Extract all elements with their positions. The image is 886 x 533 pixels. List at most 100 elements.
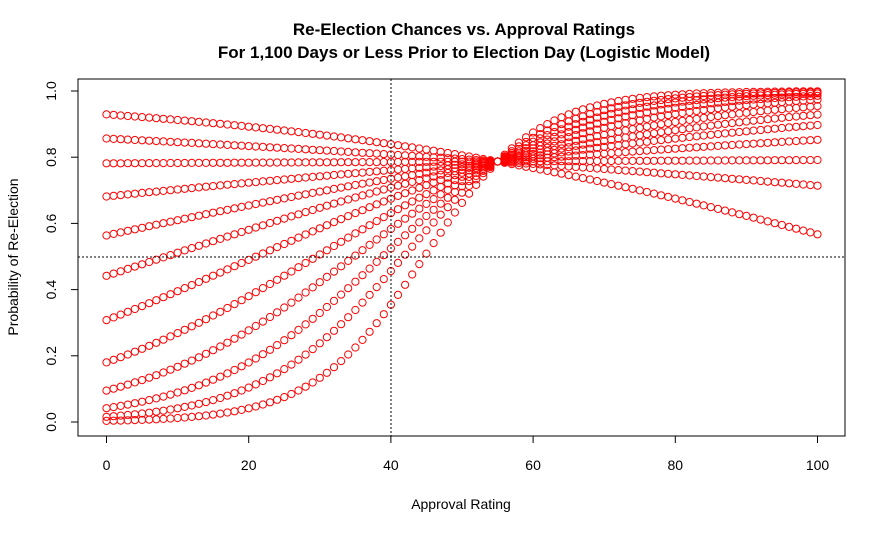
- data-point: [372, 200, 381, 209]
- data-point: [393, 165, 403, 174]
- data-point: [237, 158, 246, 167]
- data-point: [294, 128, 303, 137]
- data-point: [657, 169, 666, 178]
- data-point: [721, 111, 730, 120]
- data-point: [322, 186, 331, 195]
- data-point: [692, 123, 701, 132]
- data-point: [308, 254, 317, 263]
- data-point: [351, 193, 360, 202]
- data-point: [315, 308, 324, 318]
- data-point: [294, 386, 303, 395]
- data-point: [642, 122, 652, 131]
- data-point: [102, 412, 111, 421]
- data-point: [628, 125, 637, 134]
- data-point: [237, 141, 246, 150]
- data-point: [223, 140, 232, 149]
- data-point: [770, 124, 779, 133]
- data-point: [216, 307, 225, 316]
- data-point: [166, 158, 175, 168]
- data-point: [258, 284, 267, 293]
- data-points: [102, 87, 822, 425]
- data-point: [799, 226, 808, 235]
- data-point: [358, 168, 367, 177]
- data-point: [159, 114, 168, 123]
- data-point: [721, 156, 730, 165]
- data-point: [216, 409, 225, 418]
- data-point: [194, 381, 203, 390]
- data-point: [358, 191, 367, 200]
- data-point: [329, 199, 339, 208]
- data-point: [664, 99, 673, 108]
- data-point: [152, 415, 161, 424]
- data-point: [713, 204, 723, 213]
- data-point: [287, 267, 296, 276]
- data-point: [678, 144, 687, 153]
- data-point: [187, 401, 196, 410]
- data-point: [173, 287, 182, 296]
- data-point: [258, 177, 267, 186]
- data-point: [429, 178, 438, 187]
- data-point: [258, 198, 267, 207]
- data-point: [180, 325, 189, 334]
- data-point: [344, 284, 353, 293]
- data-point: [173, 138, 182, 147]
- data-point: [102, 416, 111, 425]
- data-point: [201, 349, 211, 358]
- data-point: [315, 250, 324, 259]
- data-point: [265, 373, 275, 382]
- data-point: [408, 224, 417, 233]
- data-point: [294, 263, 303, 272]
- data-point: [237, 227, 246, 237]
- data-point: [721, 97, 730, 107]
- data-point: [785, 156, 794, 165]
- data-point: [465, 181, 474, 190]
- data-point: [273, 275, 282, 284]
- data-point: [578, 112, 588, 121]
- data-point: [699, 156, 708, 165]
- data-point: [493, 157, 502, 166]
- data-point: [671, 144, 680, 153]
- data-point: [365, 149, 374, 158]
- data-point: [280, 194, 289, 203]
- data-point: [329, 146, 339, 156]
- data-point: [564, 122, 573, 131]
- data-point: [685, 156, 694, 165]
- data-point: [130, 304, 139, 314]
- data-point: [294, 158, 303, 167]
- data-point: [799, 96, 808, 105]
- data-point: [180, 359, 189, 368]
- data-point: [251, 123, 260, 132]
- data-point: [721, 206, 730, 215]
- data-point: [102, 159, 111, 168]
- data-point: [344, 212, 353, 221]
- data-point: [138, 397, 147, 406]
- data-point: [770, 156, 779, 165]
- data-point: [123, 159, 132, 168]
- data-point: [244, 358, 253, 367]
- data-point: [102, 134, 111, 143]
- data-point: [706, 142, 716, 151]
- data-point: [201, 139, 211, 148]
- data-point: [322, 201, 331, 210]
- data-point: [614, 156, 623, 165]
- data-point: [749, 176, 758, 185]
- data-point: [678, 125, 687, 134]
- data-point: [436, 182, 445, 191]
- data-point: [329, 363, 339, 372]
- data-point: [351, 148, 360, 157]
- data-point: [571, 120, 580, 129]
- data-point: [230, 141, 239, 150]
- data-point: [265, 218, 275, 228]
- data-point: [429, 218, 438, 227]
- data-point: [721, 174, 730, 183]
- data-point: [301, 128, 310, 138]
- plot-frame: [77, 78, 846, 437]
- data-point: [379, 230, 388, 239]
- data-point: [436, 190, 445, 199]
- data-point: [649, 121, 659, 130]
- data-point: [735, 210, 744, 219]
- data-point: [721, 119, 730, 129]
- data-point: [358, 246, 367, 255]
- data-point: [294, 191, 303, 200]
- data-point: [657, 128, 666, 137]
